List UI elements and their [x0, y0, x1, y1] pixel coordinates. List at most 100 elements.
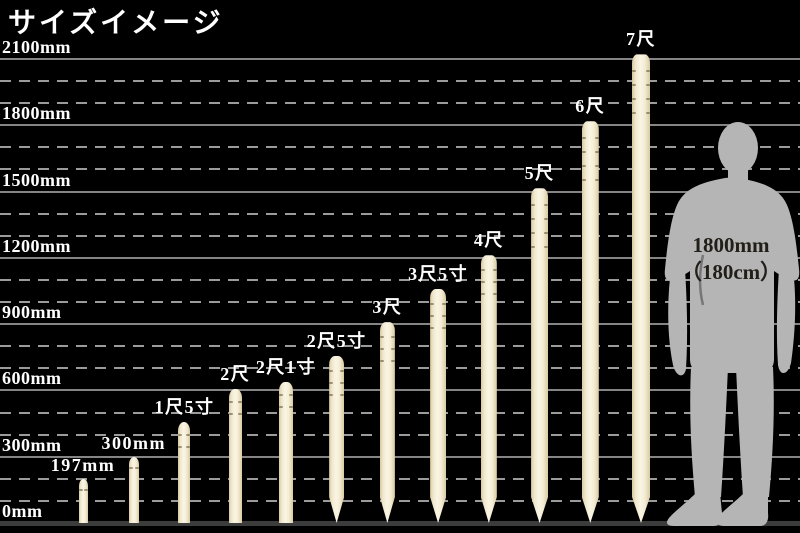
silhouette-right-arm [776, 269, 796, 374]
chart-title: サイズイメージ [8, 8, 224, 39]
stake-notch [480, 281, 485, 284]
stake-bar [632, 54, 651, 523]
stake-notch [531, 204, 536, 207]
silhouette-torso [664, 177, 800, 373]
gridline-solid [0, 455, 800, 458]
stake-notch [430, 314, 435, 317]
silhouette-head [718, 122, 758, 174]
silhouette-left-arm [668, 269, 688, 376]
stake-notch [134, 466, 139, 469]
stake-notch [632, 98, 637, 101]
stake-notch [430, 302, 435, 305]
stake-notch [379, 336, 384, 339]
stake-notch [228, 401, 233, 404]
stake-notch [278, 406, 283, 409]
stake-notch [278, 394, 283, 397]
stake-notch [480, 269, 485, 272]
stake-notch [531, 232, 536, 235]
gridline-dashed [0, 301, 800, 304]
stake-notch [646, 112, 651, 115]
stake-notch [340, 393, 345, 396]
silhouette-height-cm: （180cm） [680, 260, 782, 284]
gridline-dashed [0, 411, 800, 414]
stake-notch [544, 246, 549, 249]
stake-bar [531, 188, 549, 523]
stake-notch [646, 98, 651, 101]
gridline-dashed [0, 345, 800, 348]
stake-notch [594, 179, 599, 182]
gridline-dashed [0, 278, 800, 281]
stake-size-label: 2尺5寸 [306, 330, 367, 351]
gridline-dashed [0, 499, 800, 502]
y-axis-tick-label: 300mm [2, 434, 62, 455]
stake-notch [594, 151, 599, 154]
stake-notch [379, 348, 384, 351]
stake-notch [531, 246, 536, 249]
silhouette-arm-crease [698, 254, 705, 306]
stake-bar [480, 255, 497, 523]
stake-notch [390, 360, 395, 363]
stake-bar [78, 479, 88, 523]
gridline-dashed [0, 234, 800, 237]
stake-notch [581, 137, 586, 140]
stake-notch [492, 281, 497, 284]
stake-notch [379, 360, 384, 363]
y-axis-tick-label: 1800mm [2, 103, 71, 124]
human-silhouette [664, 122, 800, 526]
stake-notch [581, 179, 586, 182]
gridline-dashed [0, 477, 800, 480]
silhouette-left-foot [666, 493, 723, 526]
stake-bar [430, 288, 447, 523]
y-axis-tick-label: 1200mm [2, 235, 71, 256]
silhouette-shapes [664, 122, 800, 526]
y-axis-tick-label: 900mm [2, 302, 62, 323]
stake-notch [288, 406, 293, 409]
stake-size-label: 300mm [101, 432, 166, 453]
stake-bar [228, 389, 242, 523]
stake-notch [442, 326, 447, 329]
stake-notch [237, 401, 242, 404]
gridline-solid [0, 190, 800, 193]
gridline-dashed [0, 102, 800, 105]
stake-notch [544, 232, 549, 235]
stake-size-label: 3尺 [372, 297, 403, 318]
silhouette-height-label: 1800mm （180cm） [656, 232, 800, 286]
silhouette-right-foot [716, 493, 769, 526]
stake-notch [186, 434, 191, 437]
y-axis-tick-label: 1500mm [2, 169, 71, 190]
stake-notch [329, 393, 334, 396]
stake-notch [544, 204, 549, 207]
stake-size-label: 197mm [50, 455, 116, 476]
gridline-solid [0, 58, 800, 60]
stake-notch [340, 381, 345, 384]
stake-notch [442, 302, 447, 305]
stake-notch [492, 293, 497, 296]
stake-size-label: 5尺 [524, 163, 555, 184]
stake-notch [430, 326, 435, 329]
gridline-dashed [0, 433, 800, 436]
stake-notch [632, 70, 637, 73]
gridline-solid [0, 389, 800, 392]
stake-bar [329, 355, 345, 523]
stake-notch [329, 369, 334, 372]
stake-bar [278, 382, 293, 523]
stake-bar [128, 456, 139, 523]
stake-notch [178, 446, 183, 449]
stake-size-label: 7尺 [626, 29, 657, 50]
stake-notch [632, 112, 637, 115]
baseline-axis [0, 521, 800, 526]
y-axis-tick-label: 2100mm [2, 37, 71, 57]
stake-bar [581, 121, 599, 523]
stake-notch [178, 434, 183, 437]
silhouette-height-mm: 1800mm [692, 233, 770, 257]
silhouette-right-leg [736, 367, 774, 497]
silhouette-left-leg [690, 367, 728, 497]
stake-notch [78, 489, 83, 492]
stake-notch [288, 394, 293, 397]
stake-notch [544, 218, 549, 221]
stake-notch [581, 151, 586, 154]
stake-size-label: 2尺 [220, 364, 251, 385]
stake-notch [632, 84, 637, 87]
stake-notch [340, 369, 345, 372]
